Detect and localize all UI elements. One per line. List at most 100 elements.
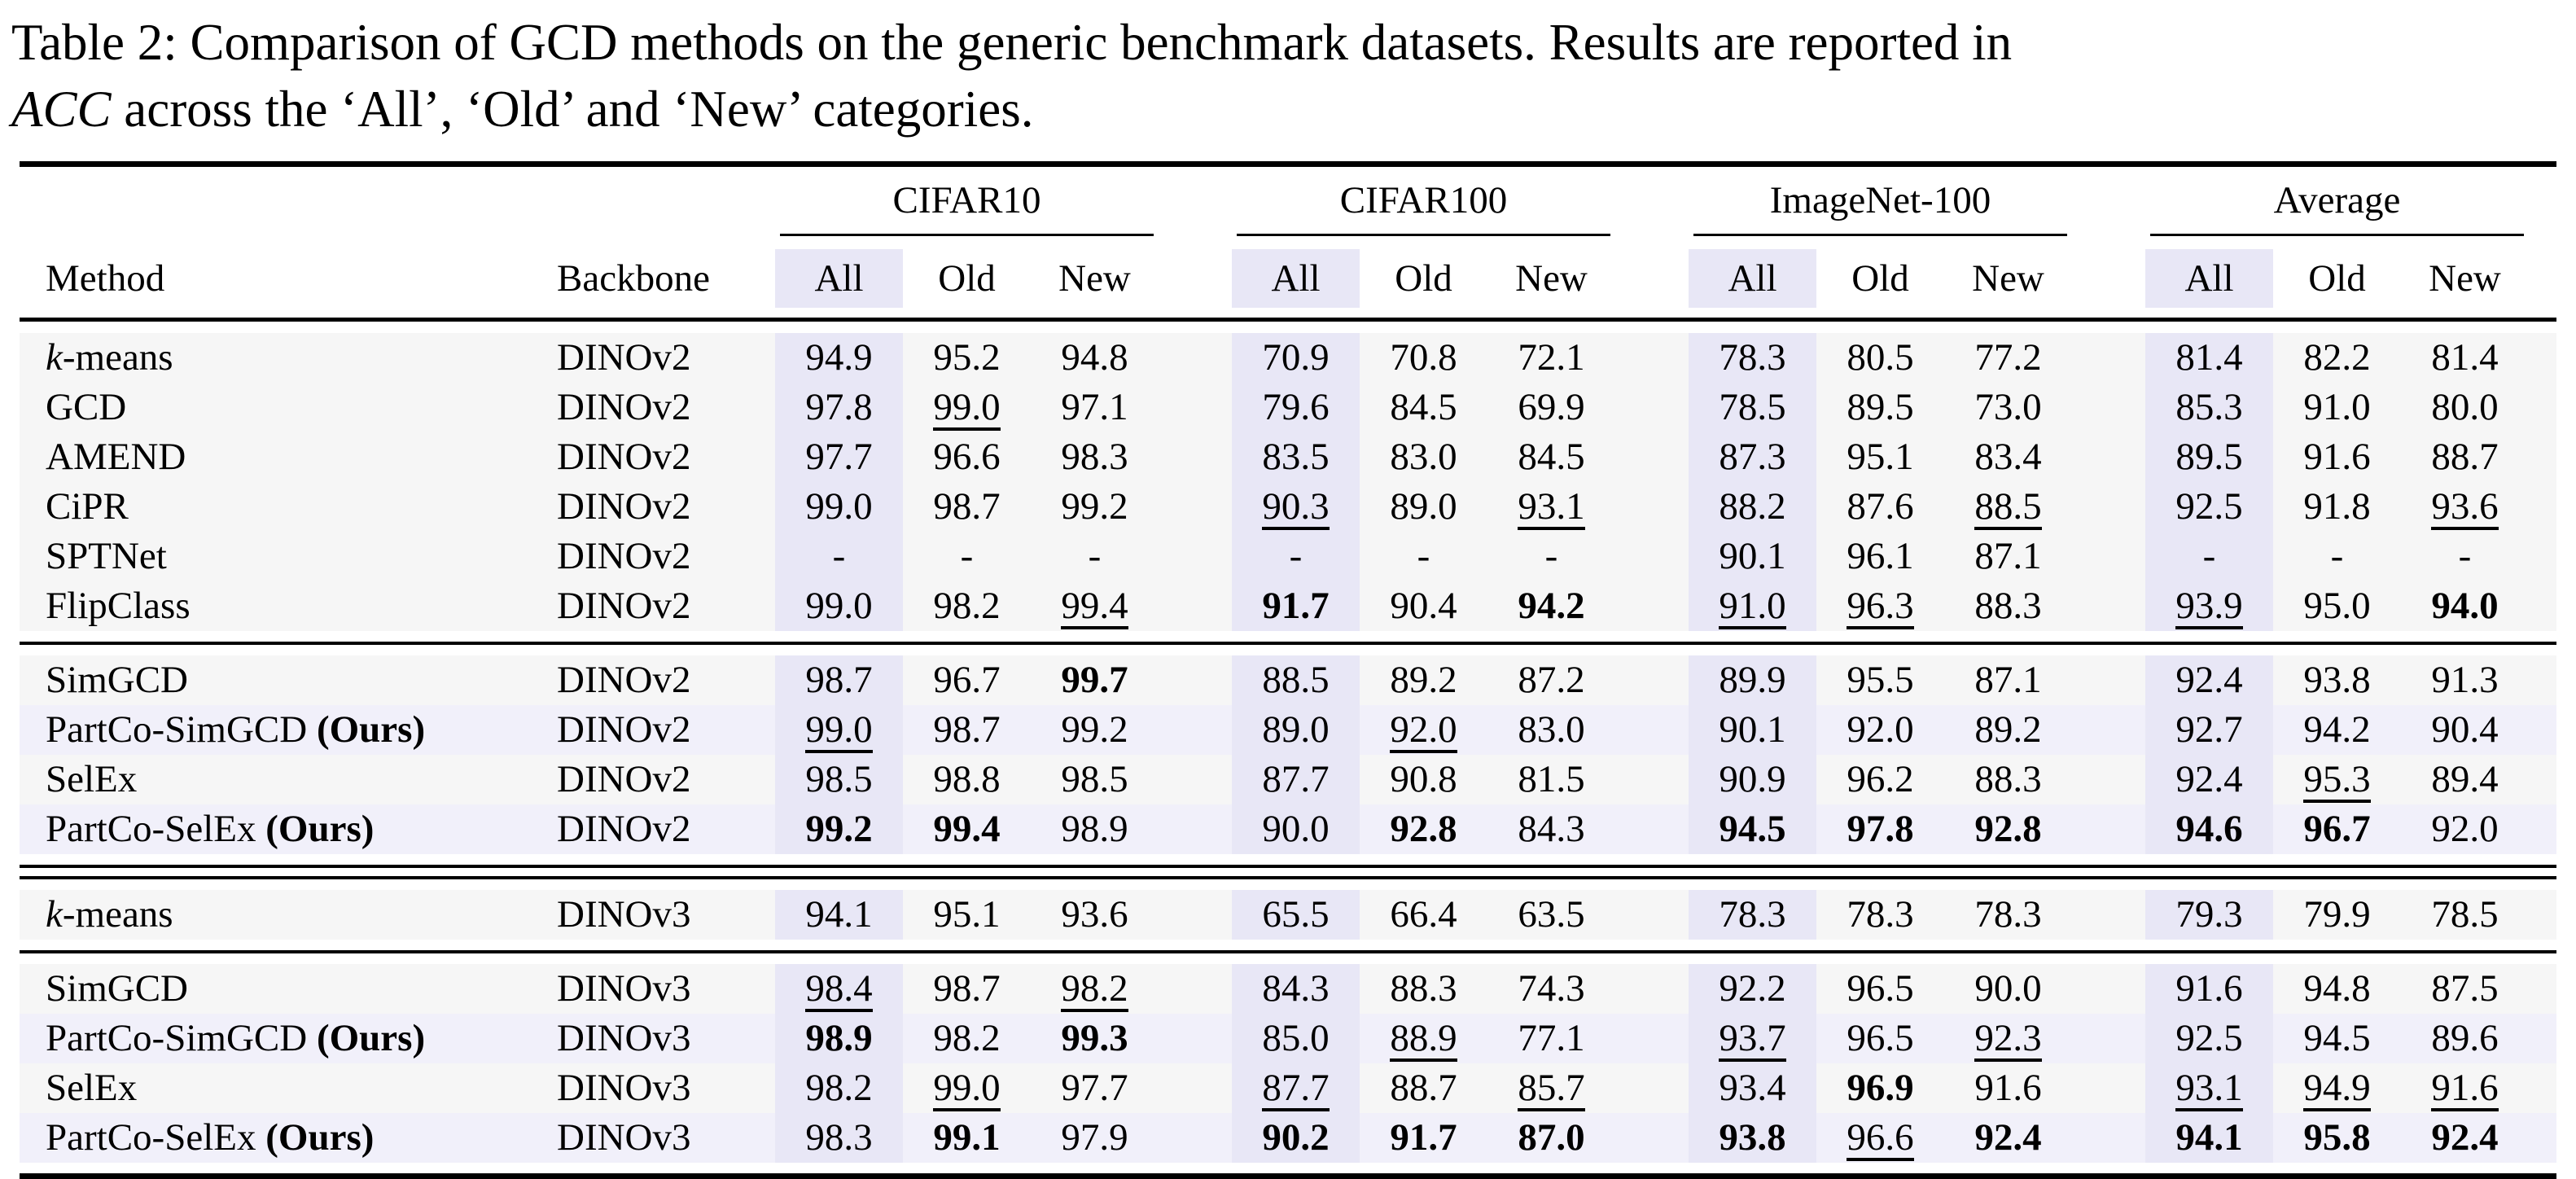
value-cell: 91.3 — [2401, 655, 2529, 705]
value-text: 95.8 — [2303, 1115, 2371, 1159]
value-cell: 78.3 — [1689, 889, 1816, 940]
value-cell: 91.7 — [1360, 1113, 1487, 1163]
value-text: 94.6 — [2175, 807, 2243, 850]
value-cell: 91.0 — [1689, 581, 1816, 631]
value-cell: 87.3 — [1689, 432, 1816, 482]
value-text: 90.0 — [1974, 966, 2042, 1010]
subcolumn-header-new: New — [2429, 256, 2501, 300]
value-text: 98.7 — [805, 658, 873, 701]
table-section: SimGCD DINOv3 98.4 98.7 98.2 84.3 88.3 74.3 92.2… — [20, 963, 2556, 1163]
value-text: 88.5 — [1974, 486, 2042, 530]
value-cell: 70.8 — [1360, 333, 1487, 383]
value-text: 95.0 — [2303, 584, 2371, 627]
value-text: 94.5 — [1719, 807, 1786, 850]
value-cell: 94.8 — [2273, 964, 2401, 1014]
value-cell: 92.5 — [2145, 481, 2273, 532]
method-ours-suffix: (Ours) — [316, 1017, 426, 1060]
value-cell: 97.1 — [1031, 383, 1159, 432]
value-text: 90.1 — [1719, 708, 1786, 751]
value-cell: 94.5 — [1689, 804, 1816, 854]
value-cell: 88.3 — [1360, 964, 1487, 1014]
value-text: 91.0 — [1719, 585, 1786, 629]
value-cell: - — [2145, 531, 2273, 581]
value-text: - — [2458, 534, 2472, 577]
value-cell: 92.0 — [2401, 804, 2529, 854]
value-text: 95.2 — [933, 335, 1001, 379]
value-cell: 91.6 — [2145, 963, 2273, 1014]
value-cell: 91.6 — [2273, 432, 2401, 482]
value-cell: 88.7 — [2401, 432, 2529, 482]
method-cell: FlipClass — [46, 585, 191, 628]
value-cell: 89.2 — [1944, 705, 2072, 755]
method-cell: k-means — [46, 893, 173, 936]
value-text: 94.0 — [2431, 584, 2499, 627]
value-cell: 98.9 — [1031, 804, 1159, 854]
subcolumn-header-all: All — [1689, 248, 1816, 308]
value-cell: 92.4 — [2401, 1113, 2529, 1163]
backbone-column-header: Backbone — [557, 256, 710, 300]
value-cell: 85.0 — [1232, 1013, 1360, 1063]
header-bottom-rule — [20, 317, 2556, 322]
value-cell: 79.6 — [1232, 382, 1360, 432]
value-text: 90.2 — [1262, 1115, 1330, 1159]
value-text: 88.2 — [1719, 484, 1786, 528]
value-cell: 92.0 — [1816, 705, 1944, 755]
value-text: 93.6 — [2431, 486, 2499, 530]
value-cell: 92.8 — [1360, 804, 1487, 854]
value-text: 98.5 — [805, 757, 873, 800]
value-cell: 83.4 — [1944, 432, 2072, 482]
value-text: 92.2 — [1719, 966, 1786, 1010]
backbone-cell: DINOv3 — [557, 893, 691, 936]
value-cell: 87.1 — [1944, 532, 2072, 581]
method-italic-part: k — [46, 893, 63, 936]
value-text: 97.7 — [805, 435, 873, 478]
value-cell: 84.3 — [1487, 804, 1615, 854]
value-text: 79.9 — [2303, 892, 2371, 936]
value-cell: 81.4 — [2401, 333, 2529, 383]
value-text: 77.1 — [1518, 1016, 1585, 1059]
group-header-cifar100: CIFAR100 — [1237, 178, 1610, 236]
value-cell: 65.5 — [1232, 889, 1360, 940]
value-cell: 98.7 — [903, 964, 1031, 1014]
value-cell: 78.3 — [1816, 890, 1944, 940]
value-cell: 77.1 — [1487, 1014, 1615, 1063]
table-row: FlipClass DINOv2 99.0 98.2 99.4 91.7 90.4 94.2 9… — [20, 581, 2556, 631]
value-cell: 94.2 — [1487, 581, 1615, 631]
value-text: 93.1 — [2175, 1067, 2243, 1111]
value-text: 81.5 — [1518, 757, 1585, 800]
value-cell: 70.9 — [1232, 332, 1360, 383]
value-text: 98.7 — [933, 966, 1001, 1010]
value-text: 89.0 — [1262, 708, 1330, 751]
value-cell: - — [1487, 532, 1615, 581]
value-text: 99.7 — [1061, 658, 1128, 701]
value-text: 94.5 — [2303, 1016, 2371, 1059]
value-cell: 98.2 — [903, 1014, 1031, 1063]
value-cell: 84.5 — [1360, 383, 1487, 432]
value-cell: 90.8 — [1360, 755, 1487, 804]
value-text: 81.4 — [2175, 335, 2243, 379]
value-cell: 96.5 — [1816, 1014, 1944, 1063]
value-cell: 93.8 — [2273, 655, 2401, 705]
value-cell: 90.3 — [1232, 481, 1360, 532]
method-cell: PartCo-SimGCD (Ours) — [46, 1017, 426, 1060]
value-cell: 94.6 — [2145, 804, 2273, 854]
value-text: 99.2 — [1061, 484, 1128, 528]
value-cell: 87.7 — [1232, 754, 1360, 804]
value-text: 99.2 — [1061, 708, 1128, 751]
value-text: 91.6 — [2303, 435, 2371, 478]
value-text: 96.9 — [1847, 1066, 1914, 1109]
value-text: 98.7 — [933, 708, 1001, 751]
value-text: 99.3 — [1061, 1016, 1128, 1059]
value-cell: 96.6 — [1816, 1113, 1944, 1163]
value-text: 91.6 — [2431, 1067, 2499, 1111]
value-cell: 92.4 — [2145, 655, 2273, 705]
value-cell: 90.4 — [1360, 581, 1487, 631]
value-cell: 96.1 — [1816, 532, 1944, 581]
method-column-header: Method — [46, 256, 165, 300]
double-rule-bar-bottom — [20, 875, 2556, 879]
value-text: 96.5 — [1847, 1016, 1914, 1059]
value-cell: 88.9 — [1360, 1014, 1487, 1063]
value-text: 93.4 — [1719, 1066, 1786, 1109]
method-cell: k-means — [46, 336, 173, 379]
value-text: 78.5 — [2431, 892, 2499, 936]
